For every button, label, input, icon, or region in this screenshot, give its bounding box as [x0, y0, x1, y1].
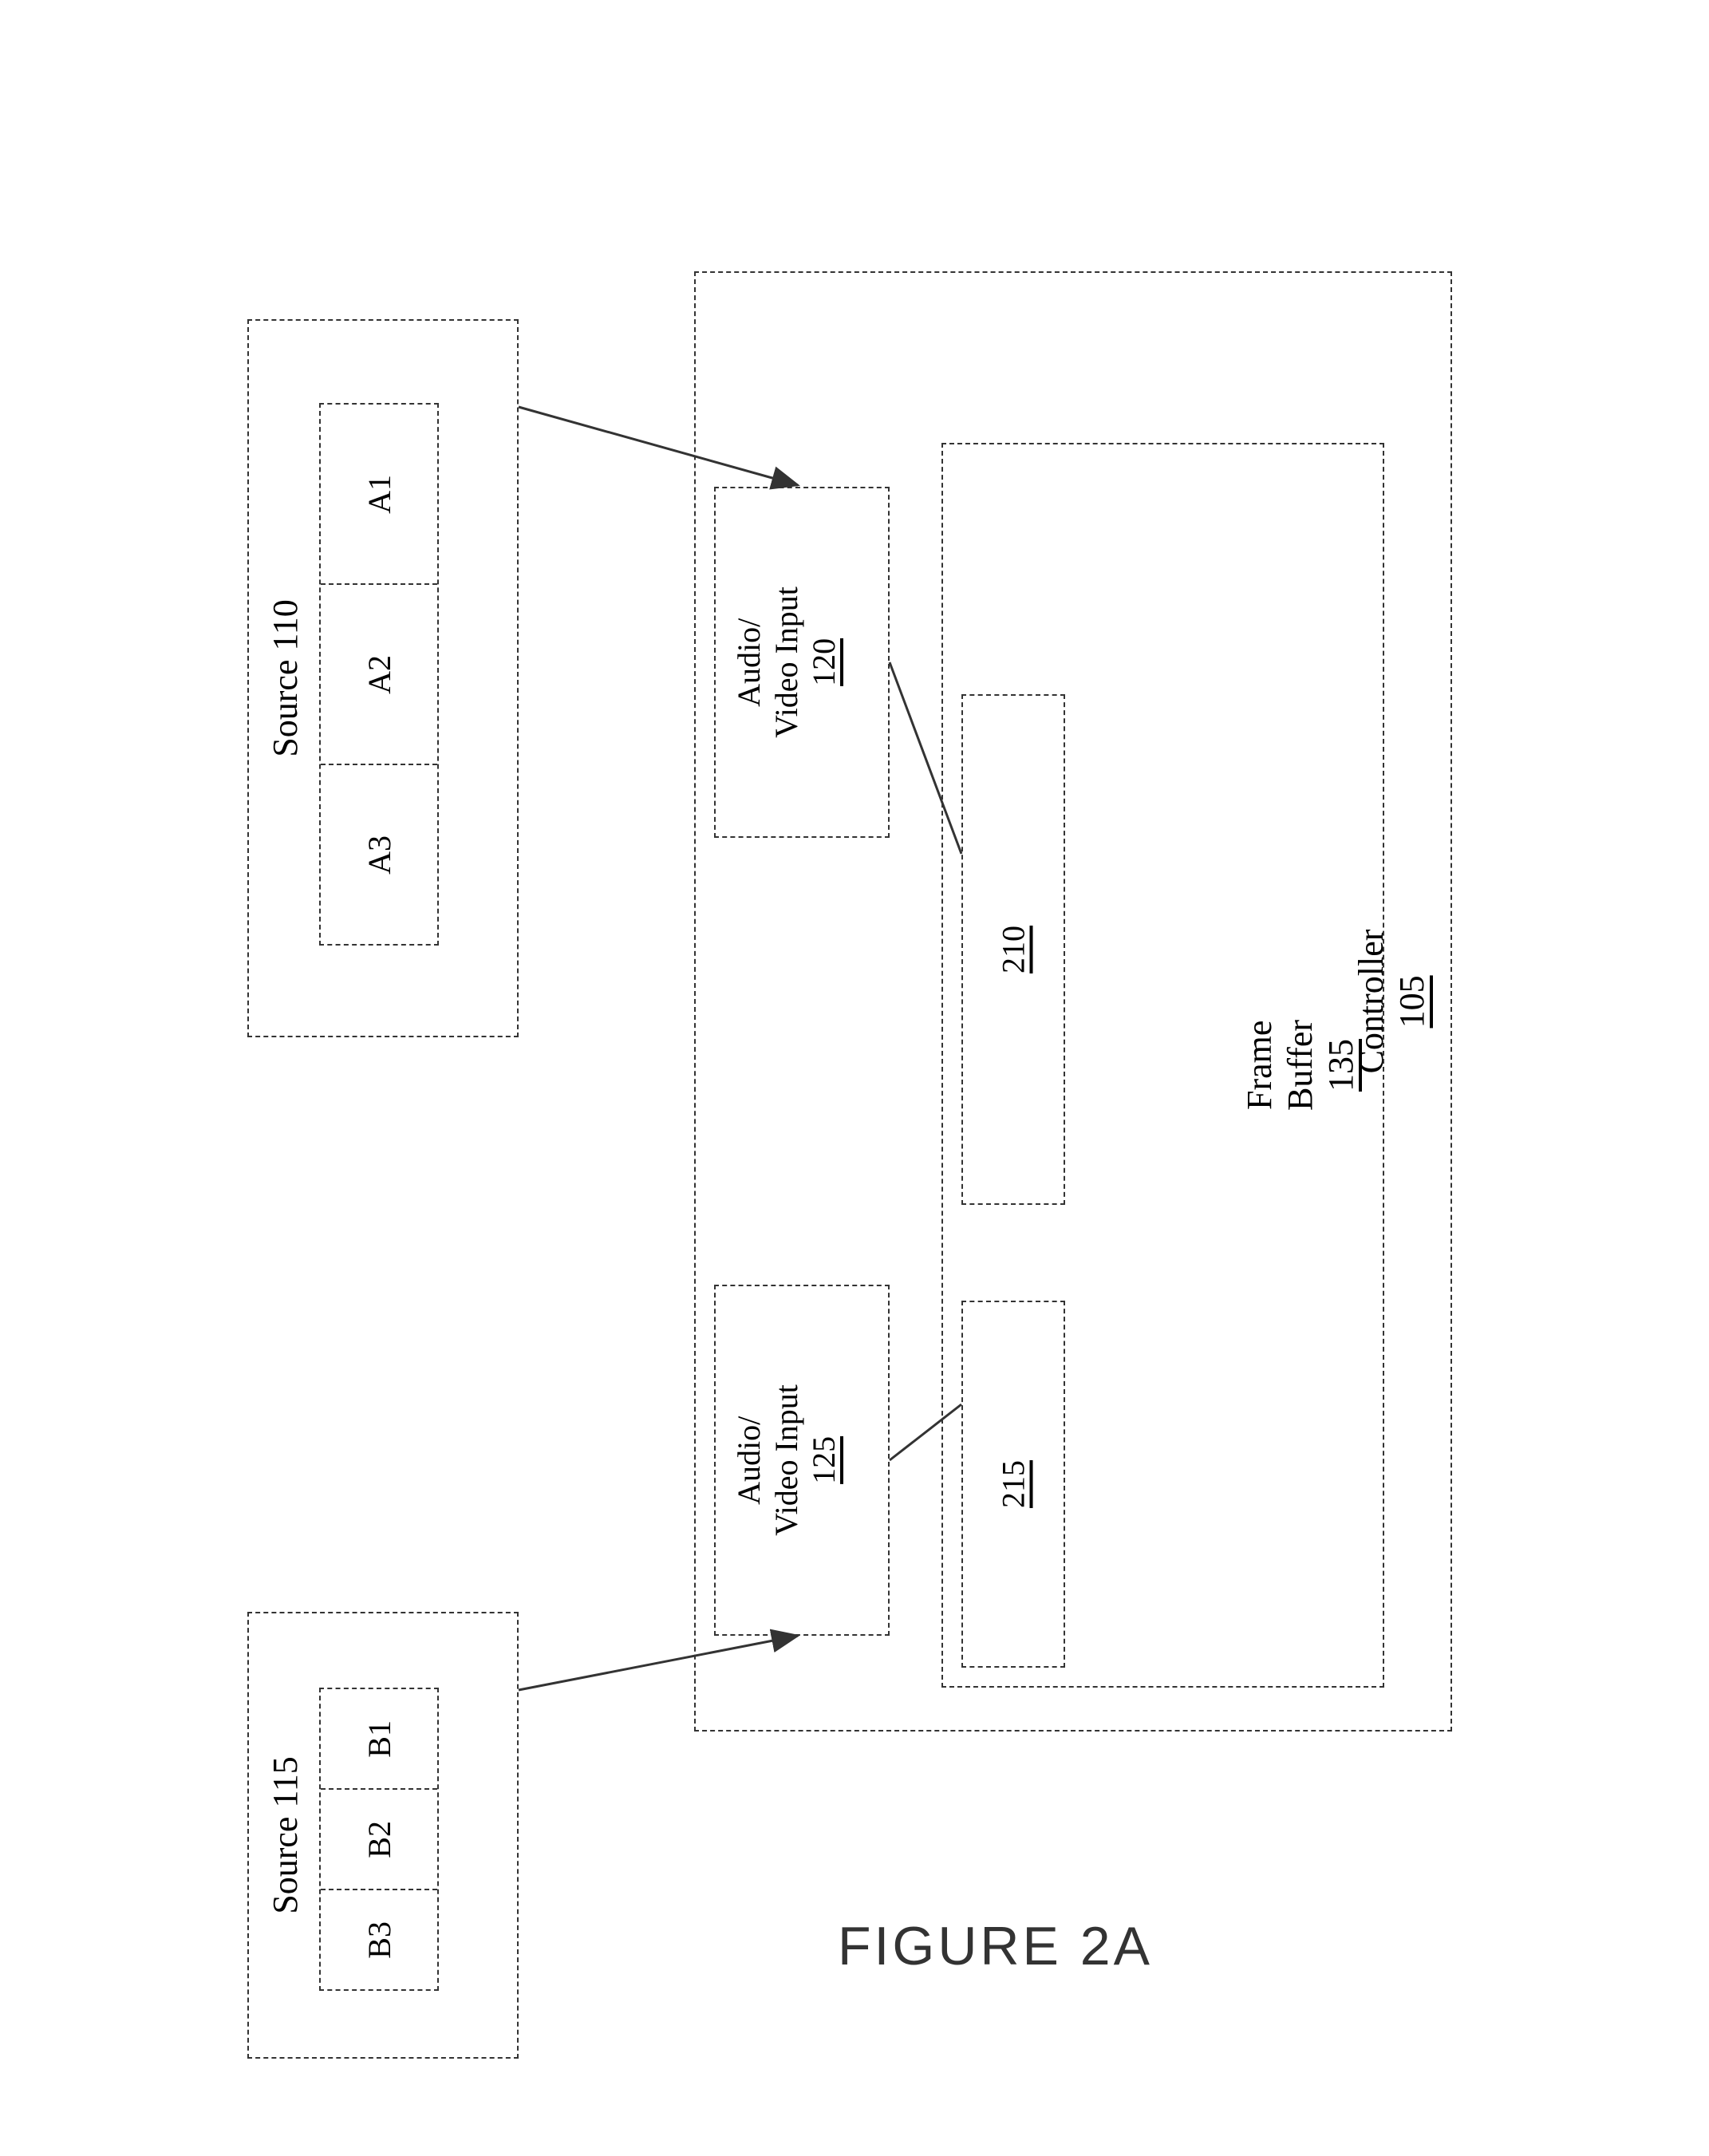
- source-a-cell-3: A3: [321, 765, 437, 944]
- av2-line2: Video Input: [768, 1384, 804, 1536]
- slot-215-label: 215: [995, 1460, 1032, 1508]
- av-input-1-label: Audio/ Video Input 120: [730, 586, 874, 738]
- frame-buffer-title: Frame: [1240, 1021, 1279, 1110]
- controller-number: 105: [1392, 975, 1431, 1028]
- cell-a3-label: A3: [361, 835, 398, 875]
- frame-buffer-label: Frame Buffer 135: [1239, 1020, 1367, 1111]
- slot-210-label: 210: [995, 926, 1032, 973]
- cell-b2-label: B2: [361, 1821, 398, 1858]
- figure-label: FIGURE 2A: [838, 1915, 1153, 1977]
- page: Source 110 A1 A2 A3 Source 115 B1 B2 B3 …: [0, 0, 1709, 2156]
- frame-buffer-number: 135: [1321, 1039, 1360, 1092]
- source-b-cell-1: B1: [321, 1689, 437, 1790]
- av1-line2: Video Input: [768, 586, 804, 738]
- av1-number: 120: [806, 638, 842, 686]
- cell-a1-label: A1: [361, 475, 398, 514]
- cell-b1-label: B1: [361, 1720, 398, 1758]
- slot-215-box: 215: [961, 1301, 1065, 1668]
- source-b-cells: B1 B2 B3: [319, 1688, 439, 1991]
- cell-b3-label: B3: [361, 1921, 398, 1959]
- slot-210-box: 210: [961, 694, 1065, 1205]
- frame-buffer-title2: Buffer: [1281, 1020, 1320, 1111]
- source-a-cell-1: A1: [321, 405, 437, 585]
- av1-line1: Audio/: [731, 618, 767, 706]
- source-b-cell-3: B3: [321, 1890, 437, 1989]
- source-a-title: Source 110: [265, 599, 313, 757]
- av2-line1: Audio/: [731, 1416, 767, 1504]
- source-a-cell-2: A2: [321, 585, 437, 765]
- source-b-title: Source 115: [265, 1756, 313, 1914]
- source-a-cells: A1 A2 A3: [319, 403, 439, 946]
- av-input-2-box: Audio/ Video Input 125: [714, 1285, 890, 1636]
- av-input-1-box: Audio/ Video Input 120: [714, 487, 890, 838]
- av2-number: 125: [806, 1436, 842, 1484]
- source-b-cell-2: B2: [321, 1790, 437, 1890]
- av-input-2-label: Audio/ Video Input 125: [730, 1384, 874, 1536]
- cell-a2-label: A2: [361, 655, 398, 694]
